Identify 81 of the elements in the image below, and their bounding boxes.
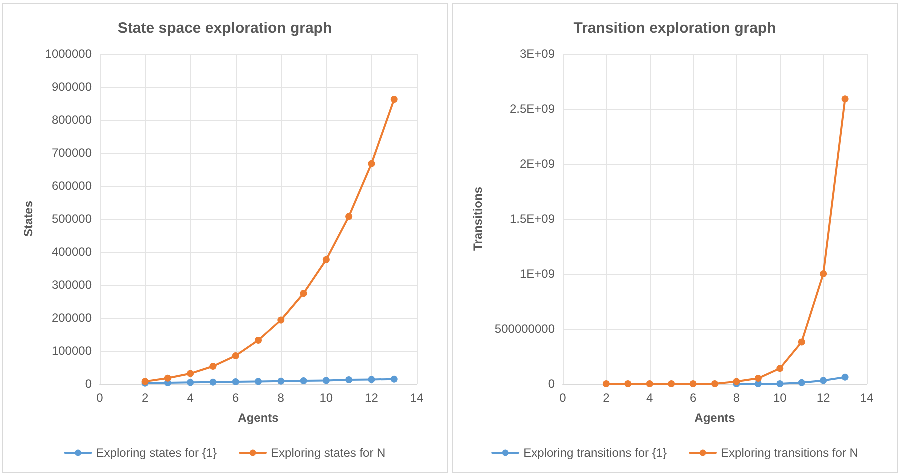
y-tick-label: 500000000 xyxy=(494,322,556,336)
y-tick-label: 0 xyxy=(548,377,556,391)
y-axis-title: Transitions xyxy=(471,186,486,252)
point xyxy=(624,380,632,388)
y-tick-label: 800000 xyxy=(52,113,92,127)
y-tick-label: 300000 xyxy=(52,278,92,292)
point xyxy=(346,213,353,220)
x-tick-label: 8 xyxy=(278,391,285,405)
y-tick-label: 2.5E+09 xyxy=(510,102,556,116)
point xyxy=(278,316,285,324)
x-tick-label: 6 xyxy=(232,391,240,405)
y-tick-label: 100000 xyxy=(52,344,92,358)
legend-label: Exploring transitions for {1} xyxy=(524,446,668,460)
x-axis-title: Agents xyxy=(694,411,736,425)
point xyxy=(776,380,784,388)
point xyxy=(368,160,376,168)
x-tick-label: 0 xyxy=(560,391,567,405)
legend-label: Exploring transitions for N xyxy=(721,446,858,460)
x-tick-label: 10 xyxy=(320,391,334,405)
point xyxy=(820,270,828,278)
point xyxy=(842,96,849,103)
point xyxy=(733,378,740,386)
x-tick-label: 12 xyxy=(365,391,379,405)
y-tick-label: 2E+09 xyxy=(520,157,556,171)
y-tick-label: 400000 xyxy=(52,245,92,259)
point xyxy=(255,336,262,344)
point xyxy=(255,378,262,386)
x-tick-label: 6 xyxy=(690,391,697,405)
point xyxy=(232,352,240,360)
point xyxy=(390,376,398,383)
legend-label: Exploring states for N xyxy=(271,446,386,460)
point xyxy=(164,374,172,382)
x-tick-label: 12 xyxy=(816,391,831,405)
x-tick-label: 2 xyxy=(603,391,610,405)
y-tick-label: 600000 xyxy=(52,179,92,193)
point xyxy=(187,379,194,386)
y-tick-label: 200000 xyxy=(52,311,92,325)
y-tick-label: 700000 xyxy=(52,146,92,160)
point xyxy=(820,377,828,384)
point xyxy=(798,379,806,386)
point xyxy=(798,338,806,346)
x-tick-label: 8 xyxy=(733,391,740,405)
point xyxy=(842,374,849,381)
point xyxy=(690,380,697,388)
point xyxy=(300,290,308,298)
point xyxy=(322,256,330,264)
point xyxy=(346,376,353,384)
y-tick-label: 1.5E+09 xyxy=(510,212,556,226)
point xyxy=(210,363,217,370)
point xyxy=(712,380,718,388)
point xyxy=(754,375,762,382)
point xyxy=(646,380,654,388)
y-tick-label: 900000 xyxy=(52,80,92,94)
y-tick-label: 1000000 xyxy=(45,47,92,61)
chart-title: Transition exploration graph xyxy=(574,20,776,37)
point xyxy=(278,378,285,385)
x-tick-label: 10 xyxy=(773,391,788,405)
point xyxy=(232,378,240,386)
x-tick-label: 2 xyxy=(142,391,149,405)
point xyxy=(390,96,398,104)
point xyxy=(668,380,676,388)
point xyxy=(776,365,784,372)
point xyxy=(602,380,610,388)
point xyxy=(210,378,217,386)
y-tick-label: 1E+09 xyxy=(520,267,556,281)
point xyxy=(368,376,376,384)
x-axis-title: Agents xyxy=(238,411,280,425)
legend-label: Exploring states for {1} xyxy=(96,446,218,460)
y-tick-label: 3E+09 xyxy=(520,47,556,61)
x-tick-label: 4 xyxy=(646,391,654,405)
point xyxy=(322,377,330,384)
x-tick-label: 14 xyxy=(410,391,424,405)
y-tick-label: 0 xyxy=(85,377,92,391)
x-tick-label: 14 xyxy=(860,391,874,405)
y-axis-title: States xyxy=(21,200,36,238)
point xyxy=(300,378,308,385)
y-tick-label: 500000 xyxy=(52,212,92,226)
point xyxy=(187,370,194,378)
chart-title: State space exploration graph xyxy=(118,20,332,37)
x-tick-label: 0 xyxy=(96,391,104,405)
x-tick-label: 4 xyxy=(187,391,194,405)
